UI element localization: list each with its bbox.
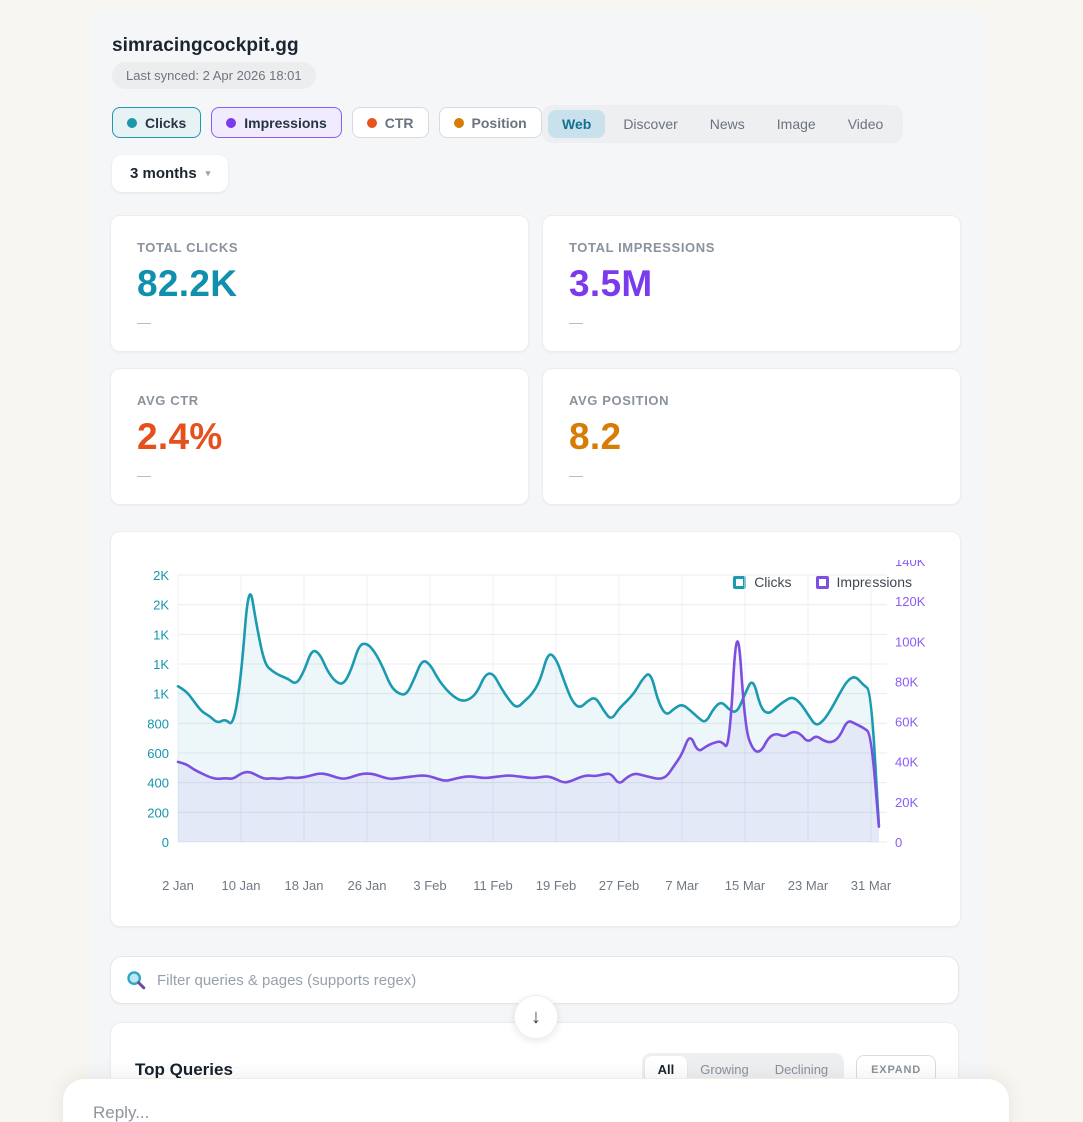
- metric-chip-impressions[interactable]: Impressions: [211, 107, 342, 138]
- metric-chip-ctr[interactable]: CTR: [351, 107, 429, 138]
- svg-text:0: 0: [162, 835, 169, 850]
- svg-text:27 Feb: 27 Feb: [599, 878, 639, 893]
- app-container: simracingcockpit.gg Last synced: 2 Apr 2…: [88, 10, 986, 1122]
- svg-text:23 Mar: 23 Mar: [788, 878, 829, 893]
- svg-text:15 Mar: 15 Mar: [725, 878, 766, 893]
- svg-text:120K: 120K: [895, 594, 926, 609]
- svg-text:10 Jan: 10 Jan: [221, 878, 260, 893]
- metric-dot-icon: [453, 117, 464, 128]
- search-icon: [127, 971, 146, 990]
- svg-text:1K: 1K: [153, 627, 169, 642]
- svg-text:1K: 1K: [153, 657, 169, 672]
- tab-video[interactable]: Video: [847, 116, 884, 132]
- svg-text:40K: 40K: [895, 755, 918, 770]
- stat-delta: —: [569, 467, 583, 483]
- svg-text:400: 400: [147, 776, 169, 791]
- svg-text:60K: 60K: [895, 715, 918, 730]
- chart-legend: Clicks Impressions: [733, 574, 912, 590]
- top-queries-title: Top Queries: [135, 1059, 233, 1079]
- stat-delta: —: [137, 467, 151, 483]
- stat-label: TOTAL IMPRESSIONS: [569, 240, 715, 255]
- metric-chip-row: Clicks Impressions CTR Position: [112, 107, 542, 138]
- svg-text:800: 800: [147, 716, 169, 731]
- query-tab-growing[interactable]: Growing: [700, 1062, 749, 1077]
- scroll-down-button[interactable]: ↓: [514, 995, 558, 1039]
- stat-card-total-impressions: TOTAL IMPRESSIONS 3.5M —: [542, 215, 961, 352]
- legend-item-impressions[interactable]: Impressions: [815, 574, 912, 590]
- stat-value: 82.2K: [137, 263, 238, 304]
- metric-chip-label: Impressions: [244, 114, 327, 131]
- stat-label: TOTAL CLICKS: [137, 240, 239, 255]
- stat-value: 3.5M: [569, 263, 653, 304]
- chart-card: Clicks Impressions 0 200 400 600 800 1K 1K 1K 2K 2…: [110, 531, 961, 927]
- svg-text:2K: 2K: [153, 568, 169, 583]
- metric-dot-icon: [127, 117, 137, 128]
- metric-dot-icon: [226, 117, 237, 128]
- tab-web[interactable]: Web: [548, 110, 606, 138]
- svg-text:1K: 1K: [153, 687, 169, 702]
- stat-cards-grid: TOTAL CLICKS 82.2K — TOTAL IMPRESSIONS 3.5M —…: [110, 215, 961, 505]
- stat-card-total-clicks: TOTAL CLICKS 82.2K —: [110, 215, 529, 352]
- tab-news[interactable]: News: [709, 116, 745, 132]
- date-range-label: 3 months: [130, 165, 197, 182]
- svg-text:140K: 140K: [895, 560, 926, 569]
- stat-value: 8.2: [569, 416, 622, 457]
- stat-card-avg-ctr: AVG CTR 2.4% —: [110, 368, 529, 505]
- svg-text:26 Jan: 26 Jan: [347, 878, 386, 893]
- query-tab-declining[interactable]: Declining: [774, 1062, 829, 1077]
- metric-dot-icon: [366, 117, 377, 128]
- stat-delta: —: [137, 314, 151, 330]
- chevron-down-icon: ▾: [205, 168, 211, 178]
- tab-image[interactable]: Image: [776, 116, 816, 132]
- stat-label: AVG POSITION: [569, 393, 670, 408]
- svg-text:3 Feb: 3 Feb: [413, 878, 446, 893]
- metric-chip-label: Position: [471, 114, 527, 131]
- last-synced-badge: Last synced: 2 Apr 2026 18:01: [112, 62, 316, 89]
- legend-label: Clicks: [754, 574, 792, 590]
- svg-text:7 Mar: 7 Mar: [665, 878, 699, 893]
- svg-text:600: 600: [147, 746, 169, 761]
- metric-chip-clicks[interactable]: Clicks: [112, 107, 202, 138]
- date-range-dropdown[interactable]: 3 months ▾: [112, 155, 229, 192]
- svg-text:2K: 2K: [153, 598, 169, 613]
- svg-text:11 Feb: 11 Feb: [473, 878, 513, 893]
- metric-chip-label: CTR: [384, 114, 414, 131]
- metric-chip-position[interactable]: Position: [438, 107, 542, 138]
- stat-label: AVG CTR: [137, 393, 199, 408]
- tab-discover[interactable]: Discover: [623, 116, 678, 132]
- reply-placeholder: Reply...: [93, 1103, 150, 1122]
- search-type-tabs: Web Discover News Image Video: [542, 105, 904, 143]
- arrow-down-icon: ↓: [531, 1005, 541, 1028]
- metric-chip-label: Clicks: [145, 114, 187, 131]
- svg-text:100K: 100K: [895, 634, 926, 649]
- svg-text:80K: 80K: [895, 674, 918, 689]
- page-title: simracingcockpit.gg: [112, 35, 299, 56]
- svg-text:200: 200: [147, 805, 169, 820]
- reply-overlay[interactable]: Reply...: [62, 1078, 1010, 1122]
- stat-delta: —: [569, 314, 583, 330]
- stat-value: 2.4%: [137, 416, 223, 457]
- legend-swatch-icon: [815, 575, 829, 589]
- svg-text:20K: 20K: [895, 795, 918, 810]
- stat-card-avg-position: AVG POSITION 8.2 —: [542, 368, 961, 505]
- timeseries-chart[interactable]: 0 200 400 600 800 1K 1K 1K 2K 2K 0 20K 40K 60K 80K 100K…: [111, 560, 962, 920]
- svg-text:2 Jan: 2 Jan: [162, 878, 194, 893]
- svg-text:0: 0: [895, 835, 902, 850]
- legend-label: Impressions: [836, 574, 912, 590]
- svg-text:18 Jan: 18 Jan: [284, 878, 323, 893]
- svg-text:31 Mar: 31 Mar: [851, 878, 892, 893]
- svg-text:19 Feb: 19 Feb: [536, 878, 576, 893]
